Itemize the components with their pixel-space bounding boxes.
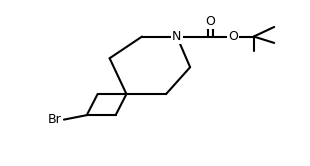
Text: O: O — [228, 30, 238, 43]
Text: N: N — [172, 30, 182, 43]
Text: O: O — [206, 15, 215, 28]
Text: Br: Br — [48, 113, 62, 126]
